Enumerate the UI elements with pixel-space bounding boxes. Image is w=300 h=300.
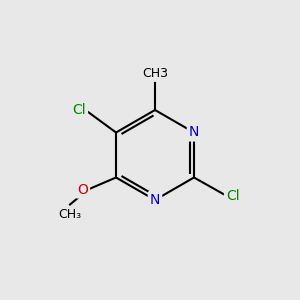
Text: CH3: CH3 (142, 67, 168, 80)
Text: N: N (189, 125, 199, 140)
Text: Cl: Cl (226, 188, 240, 203)
Text: N: N (150, 193, 160, 207)
Text: CH₃: CH₃ (58, 208, 82, 220)
Text: O: O (77, 182, 88, 197)
Text: Cl: Cl (72, 103, 86, 118)
